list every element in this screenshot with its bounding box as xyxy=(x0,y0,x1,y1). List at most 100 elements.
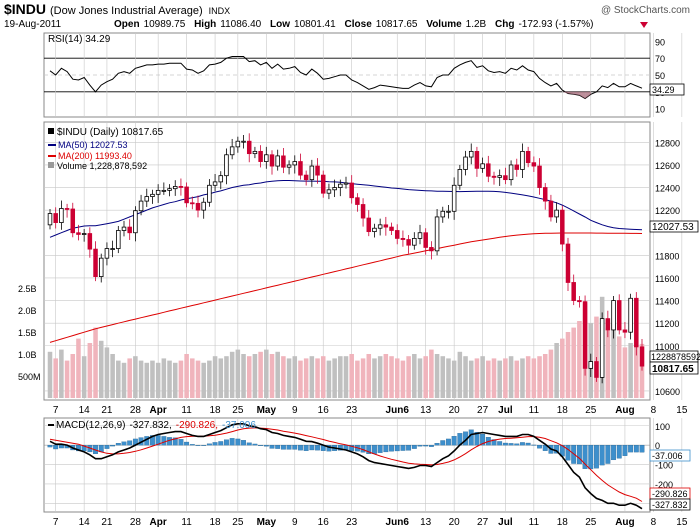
candle-body xyxy=(110,248,115,250)
price-axis: 12800 12600 12400 12200 11800 11600 11400 11200… xyxy=(655,138,680,397)
candle-body xyxy=(53,213,58,223)
macd-hist-bar xyxy=(525,442,531,446)
macd-tag: -327.832 xyxy=(652,500,688,510)
candle-body xyxy=(172,186,178,190)
quote-date: 19-Aug-2011 xyxy=(4,19,62,30)
x-axis-label: 25 xyxy=(585,517,597,528)
price-axis-label: 10600 xyxy=(655,387,680,397)
legend-ma50: MA(50) 12027.53 xyxy=(58,140,128,150)
rsi-oversold-area xyxy=(573,91,580,96)
candle-body xyxy=(560,209,565,245)
legend-swatch-main xyxy=(48,128,54,134)
volume-bar xyxy=(343,356,349,398)
down-arrow-icon xyxy=(640,22,648,28)
candle-body xyxy=(634,297,639,348)
x-axis-label: 20 xyxy=(449,517,461,528)
macd-hist-bar xyxy=(155,435,161,446)
candle-body xyxy=(309,165,315,181)
macd-hist-bar xyxy=(372,444,377,454)
x-axis-label: 20 xyxy=(449,405,461,416)
macd-hist-bar xyxy=(110,444,116,447)
candle-body xyxy=(571,282,576,301)
price-axis-label: 11000 xyxy=(655,342,679,352)
macd-hist-bar xyxy=(201,444,207,446)
candle-body xyxy=(76,232,81,235)
candle-body xyxy=(537,165,542,188)
candle-body xyxy=(121,226,127,231)
macd-hist-bar xyxy=(315,444,320,451)
candle-body xyxy=(497,175,502,178)
candle-body xyxy=(394,230,400,239)
volume-bar xyxy=(440,356,446,398)
macd-axis-label: 100 xyxy=(655,422,670,432)
price-tags: 12027.53 1228878592 10817.65 xyxy=(649,220,700,375)
volume-bar xyxy=(258,351,263,398)
candle-body xyxy=(377,224,383,229)
macd-hist-bar xyxy=(275,444,281,449)
volume-bar xyxy=(207,360,212,398)
macd-hist-bar xyxy=(104,444,110,449)
macd-hist-bar xyxy=(565,444,571,461)
volume-bar xyxy=(463,356,468,398)
volume-bar xyxy=(417,358,423,398)
macd-hist-bar xyxy=(218,441,224,446)
candle-body xyxy=(138,200,144,212)
macd-hist-bar xyxy=(258,444,264,446)
volume-bar xyxy=(190,358,195,398)
candle-body xyxy=(582,301,588,369)
candle-body xyxy=(133,210,138,234)
volume-bar xyxy=(400,360,406,398)
volume-bar xyxy=(195,360,201,398)
volume-bar xyxy=(474,358,480,398)
macd-hist-bar xyxy=(241,440,246,446)
x-axis-label: 18 xyxy=(210,405,222,416)
x-axis-label: Apr xyxy=(150,517,167,528)
rsi-line xyxy=(49,56,643,100)
macd-hist-bar xyxy=(468,429,474,446)
x-axis-label: 18 xyxy=(210,517,222,528)
candle-body xyxy=(542,187,548,202)
volume-bar xyxy=(138,360,144,398)
x-axis-label: 25 xyxy=(232,405,244,416)
x-axis-label: 8 xyxy=(651,517,657,528)
rsi-axis-label: 50 xyxy=(655,71,665,81)
hist-tag-box xyxy=(649,449,691,462)
chart-header: $INDU (Dow Jones Industrial Average) INDX … xyxy=(4,1,690,30)
candle-body xyxy=(400,237,406,240)
volume-bar xyxy=(457,351,463,398)
candle-body xyxy=(474,150,480,169)
x-axis-label: 7 xyxy=(53,517,59,528)
volume-bar xyxy=(116,360,121,398)
macd-hist-bar xyxy=(252,443,258,446)
volume-bar xyxy=(480,356,485,398)
x-axis-label: Jun6 xyxy=(386,517,410,528)
volume-bar xyxy=(246,356,252,398)
macd-hist-bar xyxy=(150,435,155,446)
x-axis-label: 11 xyxy=(181,517,192,528)
volume-bar xyxy=(389,356,394,398)
volume-bar xyxy=(571,327,576,398)
macd-hist-bar xyxy=(286,444,292,450)
macd-hist-bar xyxy=(406,444,412,451)
volume-bar xyxy=(144,362,150,398)
rsi-panel: 9070503010 RSI(14) 34.29 34.29 xyxy=(43,32,685,118)
candle-body xyxy=(224,154,229,177)
candle-body xyxy=(577,300,582,303)
macd-hist-bar xyxy=(337,444,343,451)
macd-hist-bar xyxy=(594,444,599,469)
candle-body xyxy=(264,154,269,162)
macd-hist-bar xyxy=(383,444,389,453)
x-axis-label: 13 xyxy=(420,405,432,416)
macd-hist-bar xyxy=(554,444,560,454)
macd-frame xyxy=(43,417,651,513)
macd-axis-label: 0 xyxy=(655,441,660,451)
volume-bar xyxy=(229,351,235,398)
price-axis-label: 11600 xyxy=(655,274,679,284)
rsi-axis-label: 90 xyxy=(655,37,665,47)
macd-tag-box xyxy=(649,498,691,511)
volume-bar xyxy=(412,354,417,398)
volume-bar xyxy=(514,360,520,398)
macd-hist-bar xyxy=(235,438,241,446)
candle-body xyxy=(201,201,206,211)
x-axis-label: 27 xyxy=(477,405,489,416)
